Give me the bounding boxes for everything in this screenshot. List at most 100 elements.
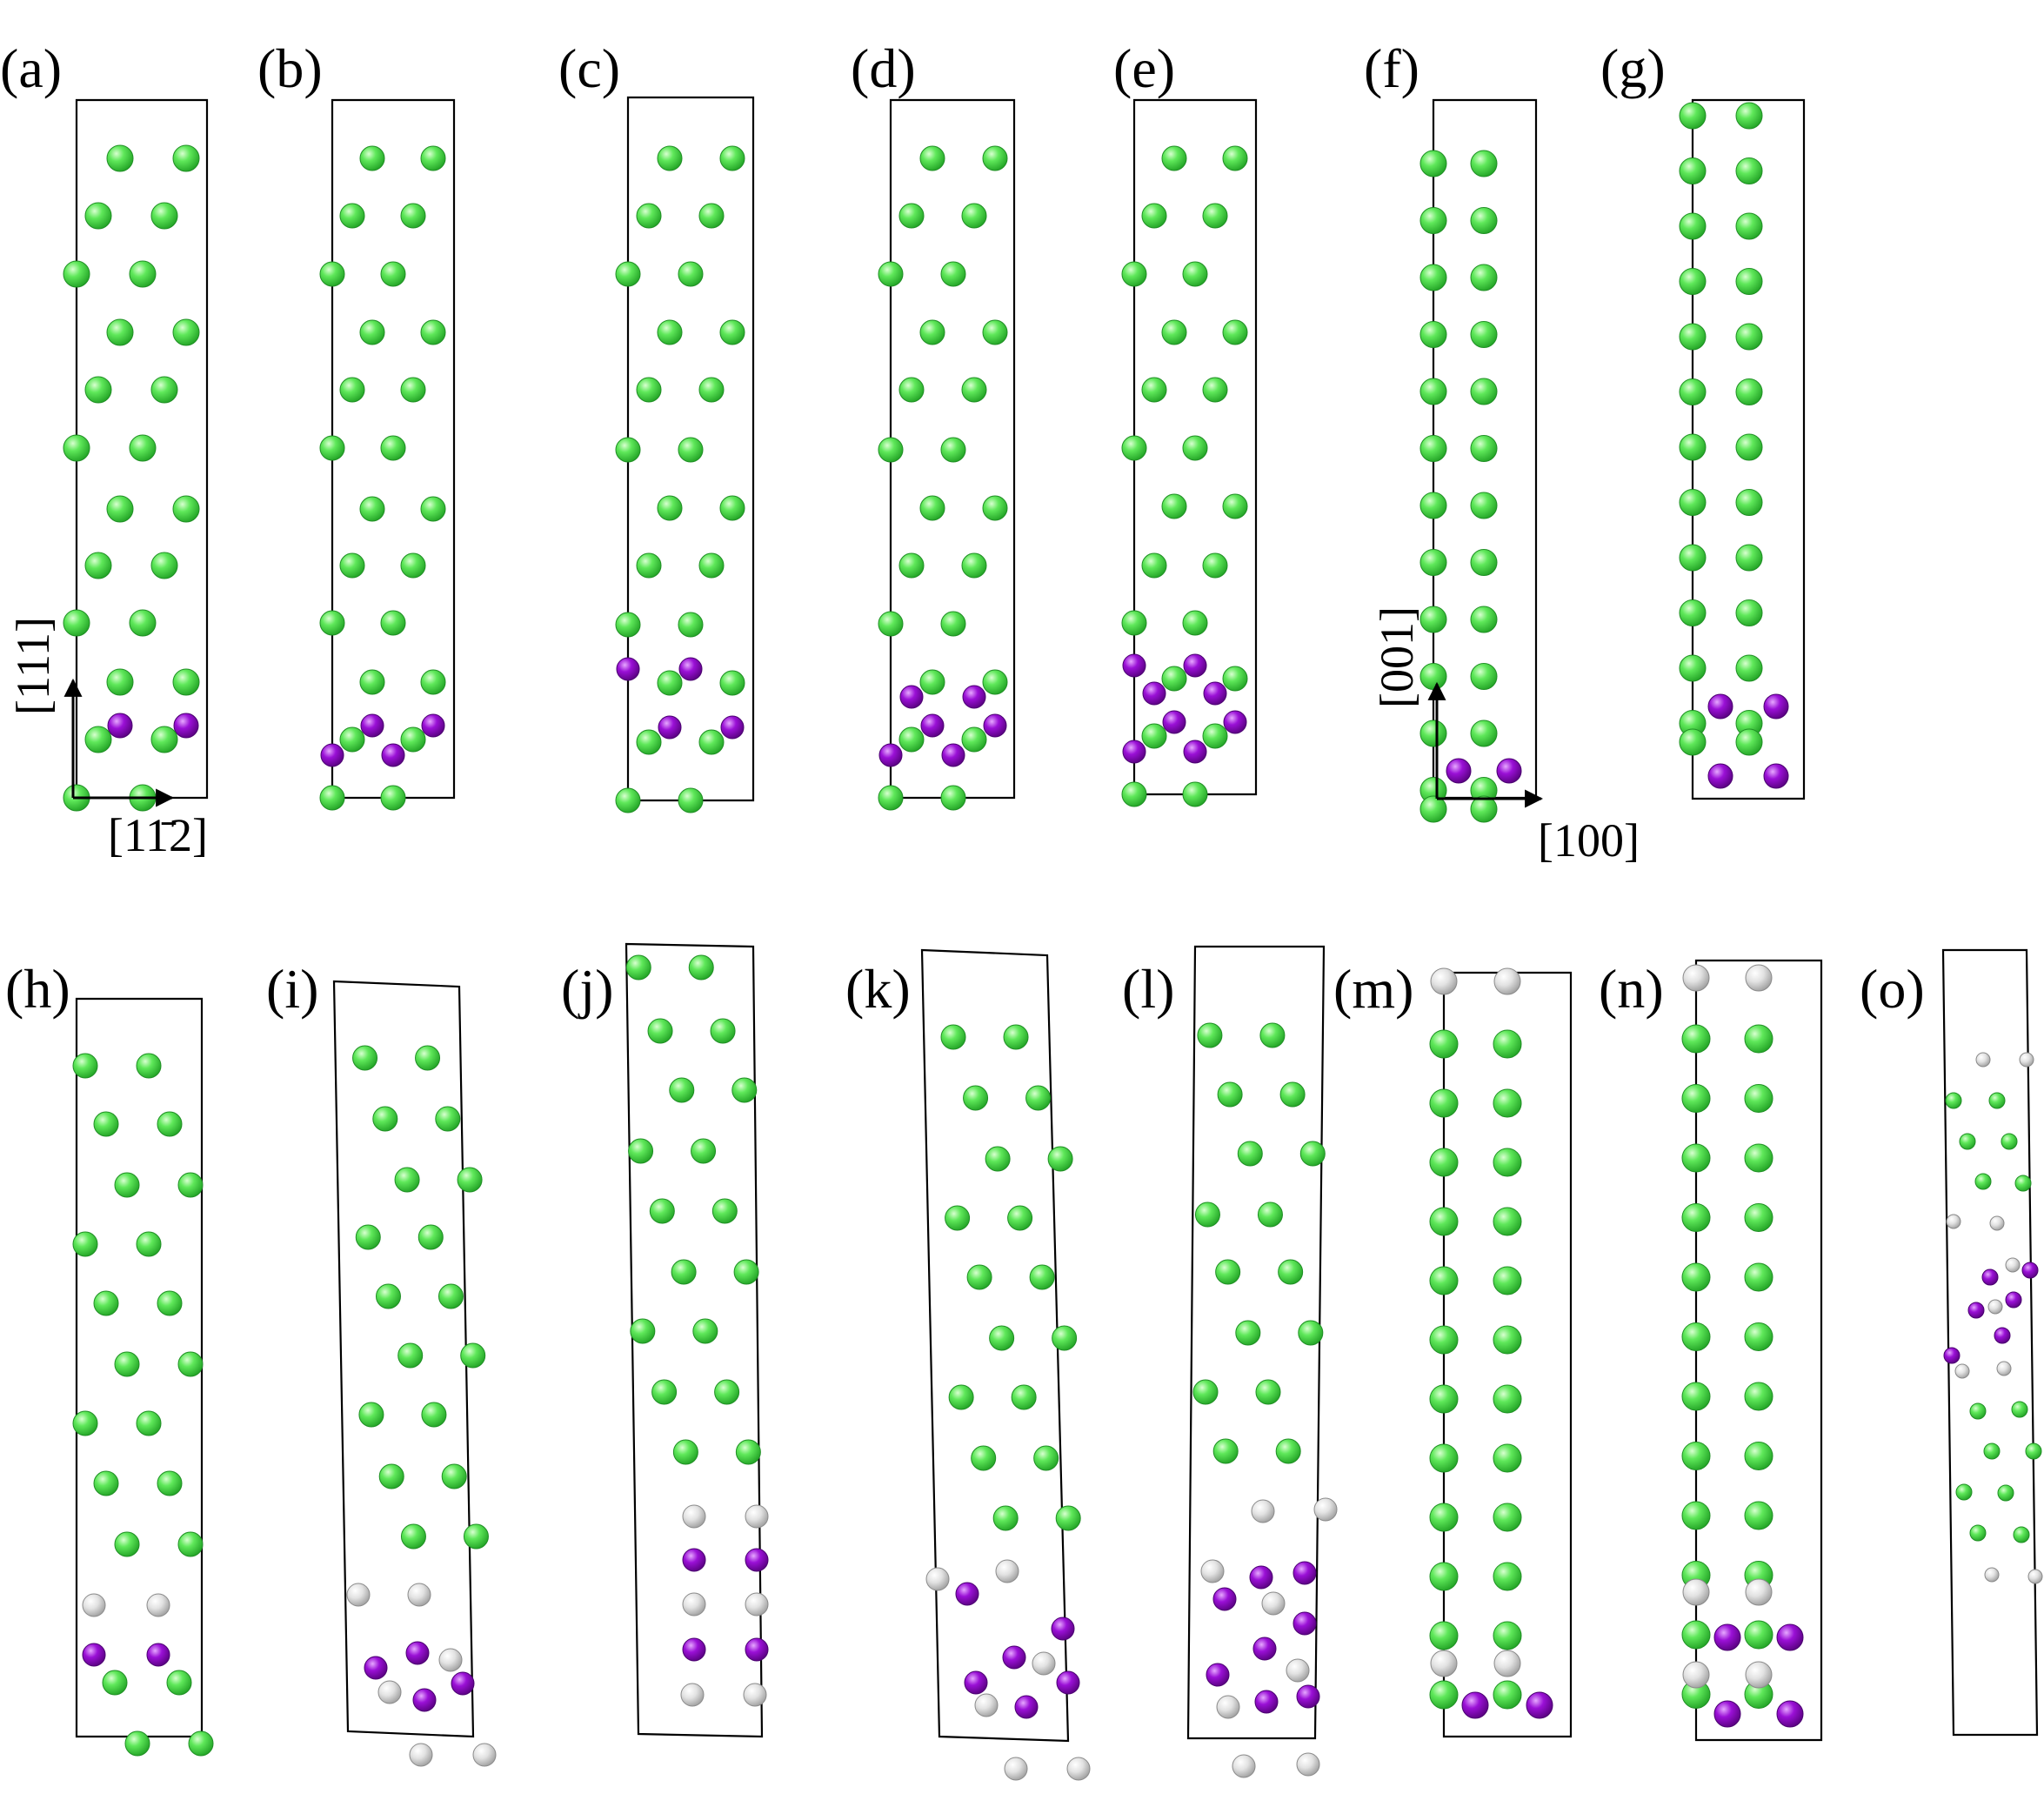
green-atom bbox=[359, 145, 385, 171]
green-atom bbox=[636, 729, 662, 755]
green-atom bbox=[150, 726, 178, 753]
green-atom bbox=[166, 1670, 192, 1696]
green-atom bbox=[2013, 1526, 2030, 1543]
green-atom bbox=[1419, 549, 1447, 576]
green-atom bbox=[1419, 720, 1447, 747]
green-atom bbox=[1470, 264, 1498, 291]
green-atom bbox=[940, 1024, 966, 1050]
green-atom bbox=[1493, 1680, 1522, 1710]
green-atom bbox=[1429, 1680, 1459, 1710]
green-atom bbox=[1744, 1143, 1773, 1173]
green-atom bbox=[1011, 1384, 1037, 1410]
green-atom bbox=[457, 1167, 483, 1193]
purple-atom bbox=[1014, 1695, 1039, 1719]
gray-atom bbox=[925, 1567, 950, 1591]
green-atom bbox=[698, 203, 725, 229]
purple-atom bbox=[682, 1637, 706, 1662]
green-atom bbox=[1744, 1442, 1773, 1470]
green-atom bbox=[1681, 1620, 1711, 1650]
green-atom bbox=[719, 495, 745, 521]
green-atom bbox=[669, 1077, 695, 1103]
green-atom bbox=[940, 785, 966, 811]
purple-atom bbox=[962, 685, 986, 709]
green-atom bbox=[136, 1053, 162, 1079]
green-atom bbox=[1419, 795, 1447, 823]
panel-label-l: (l) bbox=[1122, 958, 1174, 1020]
green-atom bbox=[657, 145, 683, 171]
green-atom bbox=[1735, 599, 1763, 626]
purple-atom bbox=[1183, 740, 1207, 764]
green-atom bbox=[989, 1325, 1015, 1351]
green-atom bbox=[460, 1342, 486, 1369]
green-atom bbox=[1182, 781, 1208, 807]
green-atom bbox=[1679, 654, 1707, 682]
cell-a bbox=[75, 98, 209, 800]
axis-label-001: [001] bbox=[1371, 606, 1423, 708]
green-atom bbox=[1182, 261, 1208, 287]
green-atom bbox=[1121, 261, 1147, 287]
green-atom bbox=[1121, 781, 1147, 807]
green-atom bbox=[1493, 1384, 1522, 1414]
green-atom bbox=[1429, 1148, 1459, 1177]
green-atom bbox=[1212, 1438, 1239, 1464]
green-atom bbox=[1681, 1382, 1711, 1411]
purple-atom bbox=[360, 713, 384, 738]
green-atom bbox=[1470, 321, 1498, 348]
green-atom bbox=[1735, 654, 1763, 682]
cell-o bbox=[1941, 948, 2039, 1737]
gray-atom bbox=[745, 1504, 769, 1529]
purple-atom bbox=[983, 713, 1007, 738]
green-atom bbox=[1279, 1081, 1306, 1108]
gray-atom bbox=[743, 1683, 767, 1707]
green-atom bbox=[961, 203, 987, 229]
purple-atom bbox=[1981, 1268, 1999, 1286]
purple-atom bbox=[1122, 740, 1146, 764]
gray-atom bbox=[745, 1592, 769, 1617]
gray-atom bbox=[82, 1593, 106, 1617]
green-atom bbox=[966, 1264, 992, 1290]
green-atom bbox=[1744, 1620, 1773, 1650]
green-atom bbox=[1222, 145, 1248, 171]
green-atom bbox=[319, 261, 345, 287]
gray-atom bbox=[682, 1592, 706, 1617]
green-atom bbox=[1429, 1029, 1459, 1059]
purple-atom bbox=[1249, 1565, 1273, 1590]
green-atom bbox=[961, 726, 987, 753]
green-atom bbox=[421, 1402, 447, 1428]
panel-label-f: (f) bbox=[1364, 37, 1419, 99]
green-atom bbox=[961, 377, 987, 403]
green-atom bbox=[1493, 1029, 1522, 1059]
green-atom bbox=[359, 669, 385, 695]
green-atom bbox=[397, 1342, 424, 1369]
green-atom bbox=[358, 1402, 384, 1428]
green-atom bbox=[615, 437, 641, 463]
panel-label-i: (i) bbox=[266, 958, 318, 1020]
green-atom bbox=[940, 611, 966, 637]
green-atom bbox=[400, 726, 426, 753]
green-atom bbox=[106, 668, 134, 696]
purple-atom bbox=[941, 743, 965, 767]
purple-atom bbox=[421, 713, 445, 738]
green-atom bbox=[1735, 489, 1763, 516]
green-atom bbox=[1493, 1148, 1522, 1177]
green-atom bbox=[615, 612, 641, 638]
green-atom bbox=[84, 726, 112, 753]
green-atom bbox=[1744, 1262, 1773, 1292]
green-atom bbox=[463, 1523, 489, 1550]
green-atom bbox=[1744, 1501, 1773, 1530]
green-atom bbox=[1141, 377, 1167, 403]
green-atom bbox=[1429, 1503, 1459, 1532]
green-atom bbox=[1278, 1259, 1304, 1285]
axis-label-111: [111] bbox=[7, 617, 59, 715]
green-atom bbox=[172, 495, 200, 523]
green-atom bbox=[1202, 377, 1228, 403]
gray-atom bbox=[974, 1693, 999, 1717]
green-atom bbox=[380, 785, 406, 811]
green-atom bbox=[1121, 435, 1147, 461]
green-atom bbox=[1141, 723, 1167, 749]
panel-label-b: (b) bbox=[257, 37, 323, 99]
green-atom bbox=[93, 1470, 119, 1496]
green-atom bbox=[945, 1205, 971, 1231]
purple-atom bbox=[1206, 1663, 1230, 1687]
